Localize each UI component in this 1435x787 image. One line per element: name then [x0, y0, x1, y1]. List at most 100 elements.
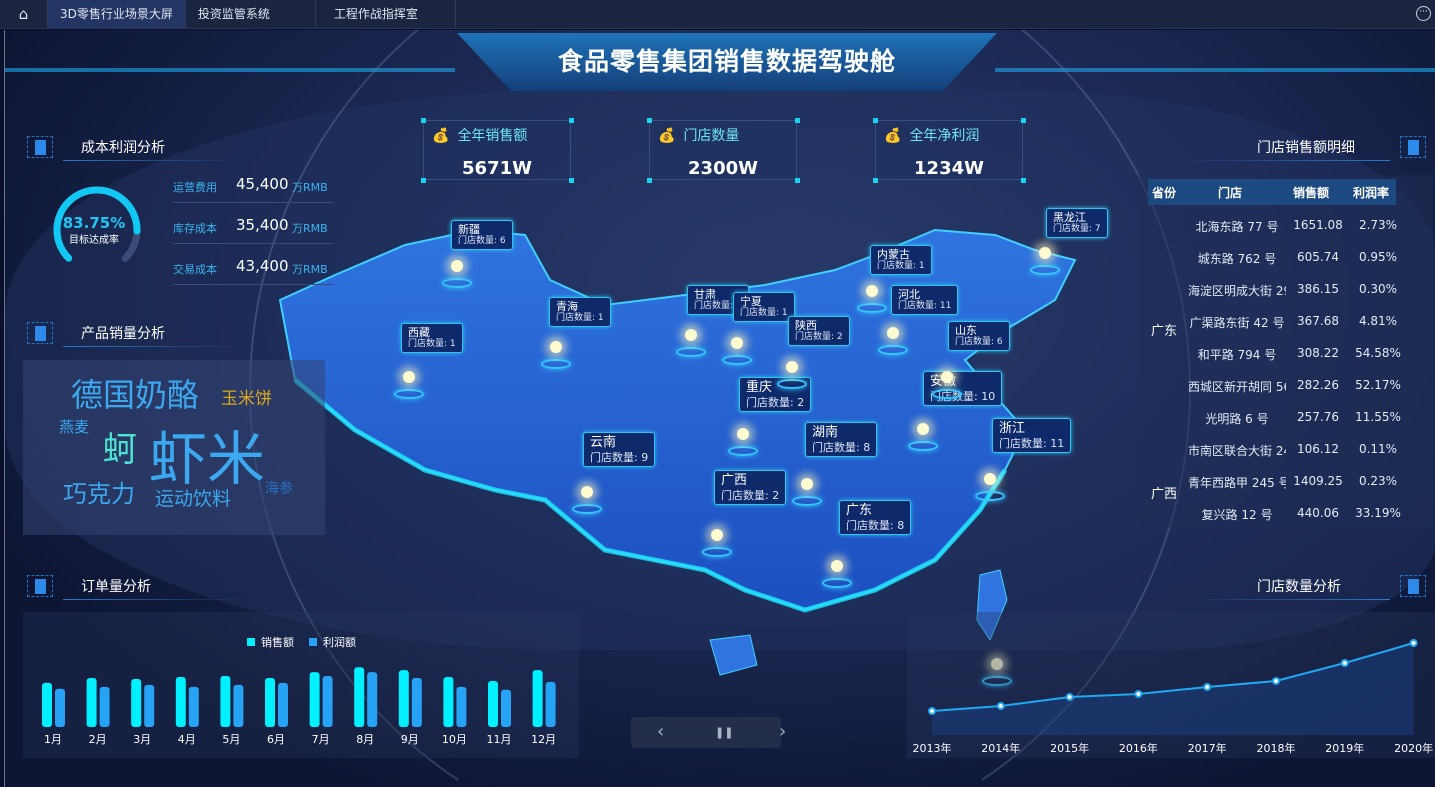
map-region-tag[interactable]: 宁夏 门店数量: 1 [733, 292, 795, 322]
map-region-tag[interactable]: 湖南 门店数量: 8 [805, 422, 878, 457]
region-store-count: 门店数量: 1 [877, 261, 925, 271]
kpi-label: 💰 全年销售额 [432, 125, 527, 145]
next-button[interactable]: › [779, 721, 787, 742]
prev-button[interactable]: ‹ [657, 721, 665, 742]
sales-cell: 386.15 [1297, 282, 1339, 296]
location-glow-icon[interactable] [831, 560, 843, 572]
tab-investment[interactable]: 投资监管系统 [186, 0, 316, 29]
bar [367, 672, 378, 727]
table-row[interactable]: 海淀区明成大街 29 386.15 0.30% [1148, 277, 1428, 301]
more-circle-icon[interactable]: ··· [1416, 6, 1431, 21]
map-region-tag[interactable]: 黑龙江 门店数量: 7 [1046, 208, 1108, 238]
map-region-tag[interactable]: 山东 门店数量: 6 [948, 321, 1010, 351]
table-row[interactable]: 复兴路 12 号 440.06 33.19% [1148, 501, 1428, 525]
location-glow-icon[interactable] [991, 658, 1003, 670]
map-region-tag[interactable]: 河北 门店数量: 11 [891, 285, 959, 315]
location-glow-icon[interactable] [1039, 247, 1051, 259]
location-ripple-icon [878, 345, 908, 355]
location-ripple-icon [702, 547, 732, 557]
data-point [1272, 677, 1280, 685]
page-title: 食品零售集团销售数据驾驶舱 [557, 47, 896, 76]
table-row[interactable]: 城东路 762 号 605.74 0.95% [1148, 245, 1428, 269]
table-row[interactable]: 北海东路 77 号 1651.08 2.73% [1148, 213, 1428, 237]
map-region-tag[interactable]: 浙江 门店数量: 11 [992, 418, 1072, 453]
table-row[interactable]: 市南区联合大街 24 106.12 0.11% [1148, 437, 1428, 461]
store-cell: 市南区联合大街 24 [1188, 444, 1286, 458]
kpi-card: 💰 门店数量 2300W [647, 118, 800, 183]
map-region-tag[interactable]: 云南 门店数量: 9 [583, 432, 656, 467]
map-region-tag[interactable]: 新疆 门店数量: 6 [451, 220, 513, 250]
location-glow-icon[interactable] [866, 285, 878, 297]
location-glow-icon[interactable] [731, 337, 743, 349]
hainan [709, 634, 758, 676]
word-cloud-item[interactable]: 虾米 [149, 425, 266, 493]
sales-cell: 367.68 [1297, 314, 1339, 328]
data-point [996, 702, 1005, 710]
word-cloud-item[interactable]: 德国奶酪 [71, 376, 200, 414]
word-cloud-item[interactable]: 巧克力 [63, 480, 135, 508]
location-glow-icon[interactable] [917, 423, 929, 435]
map-region-tag[interactable]: 内蒙古 门店数量: 1 [870, 245, 932, 275]
cost-unit: 万RMB [292, 222, 328, 235]
tab-3d-retail[interactable]: 3D零售行业场景大屏 [48, 0, 186, 29]
location-glow-icon[interactable] [737, 428, 749, 440]
word-cloud-item[interactable]: 玉米饼 [221, 389, 272, 409]
location-glow-icon[interactable] [451, 260, 463, 272]
map-region-tag[interactable]: 青海 门店数量: 1 [549, 297, 611, 327]
corner-marker [647, 178, 652, 183]
region-name: 宁夏 [740, 295, 762, 308]
region-name: 安徽 [930, 374, 995, 390]
location-glow-icon[interactable] [801, 478, 813, 490]
corner-marker [873, 118, 878, 123]
store-cell: 北海东路 77 号 [1195, 220, 1279, 234]
corner-marker [795, 178, 800, 183]
map-region-tag[interactable]: 广西 门店数量: 2 [714, 470, 787, 505]
location-glow-icon[interactable] [581, 486, 593, 498]
sales-cell: 1409.25 [1293, 474, 1343, 488]
table-row[interactable]: 广渠路东街 42 号 367.68 4.81% [1148, 309, 1428, 333]
location-glow-icon[interactable] [984, 473, 996, 485]
region-name: 广东 [846, 503, 873, 518]
bar [220, 676, 231, 727]
home-icon[interactable]: ⌂ [0, 0, 48, 29]
word-cloud-item[interactable]: 海参 [265, 481, 293, 497]
kpi-value: 1234W [914, 158, 984, 179]
location-ripple-icon [908, 441, 938, 451]
legend-label: 销售额 [261, 635, 294, 649]
building-icon [27, 322, 53, 344]
money-bag-icon: 💰 [658, 128, 676, 144]
region-store-count: 门店数量: 9 [590, 451, 649, 464]
word-cloud-item[interactable]: 运动饮料 [155, 488, 232, 510]
table-row[interactable]: 青年西路甲 245 号 1409.25 0.23% [1148, 469, 1428, 493]
word-cloud-item[interactable]: 蚵 [103, 430, 137, 470]
bar [443, 677, 454, 727]
location-glow-icon[interactable] [685, 329, 697, 341]
region-name: 湖南 [812, 425, 839, 440]
region-name: 河北 [898, 288, 920, 301]
x-tick-label: 2020年 [1394, 741, 1433, 755]
location-ripple-icon [932, 389, 962, 399]
map-region-tag[interactable]: 西藏 门店数量: 1 [401, 323, 463, 353]
location-glow-icon[interactable] [711, 529, 723, 541]
table-row[interactable]: 和平路 794 号 308.22 54.58% [1148, 341, 1428, 365]
location-glow-icon[interactable] [941, 371, 953, 383]
map-region-tag[interactable]: 重庆 门店数量: 2 [739, 377, 812, 412]
divider [1185, 599, 1390, 600]
map-region-tag[interactable]: 安徽门店数量: 10 [923, 371, 1003, 406]
map-region-tag[interactable]: 陕西 门店数量: 2 [788, 316, 850, 346]
margin-cell: 2.73% [1358, 218, 1398, 232]
map-region-tag[interactable]: 广东 门店数量: 8 [839, 500, 912, 535]
margin-cell: 0.11% [1358, 442, 1398, 456]
location-glow-icon[interactable] [550, 341, 562, 353]
location-glow-icon[interactable] [403, 371, 415, 383]
pause-button[interactable]: ❚❚ [715, 726, 734, 739]
location-glow-icon[interactable] [786, 361, 798, 373]
word-cloud-item[interactable]: 燕麦 [59, 418, 90, 436]
bar [99, 686, 110, 727]
sales-cell: 257.76 [1297, 410, 1339, 424]
data-point [1340, 659, 1349, 667]
table-row[interactable]: 西城区新开胡同 56 282.26 52.17% [1148, 373, 1428, 397]
location-glow-icon[interactable] [887, 327, 899, 339]
table-row[interactable]: 光明路 6 号 257.76 11.55% [1148, 405, 1428, 429]
tab-engineering[interactable]: 工程作战指挥室 [316, 0, 456, 29]
